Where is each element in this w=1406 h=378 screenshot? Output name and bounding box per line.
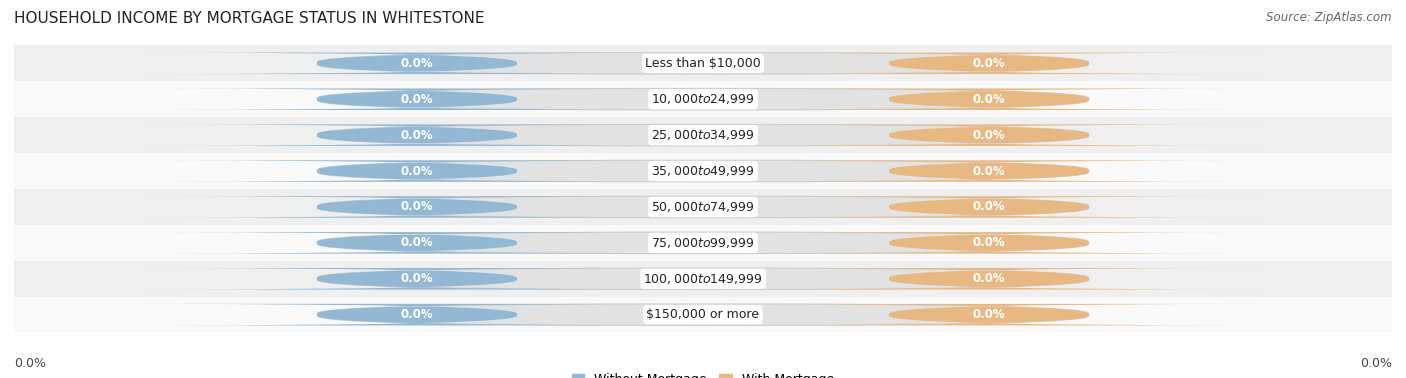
Text: 0.0%: 0.0% <box>973 164 1005 178</box>
Text: 0.0%: 0.0% <box>1360 357 1392 370</box>
FancyBboxPatch shape <box>318 160 1088 182</box>
FancyBboxPatch shape <box>717 53 1261 74</box>
Text: $35,000 to $49,999: $35,000 to $49,999 <box>651 164 755 178</box>
FancyBboxPatch shape <box>145 232 689 254</box>
FancyBboxPatch shape <box>318 124 1088 146</box>
Bar <box>14 297 1392 333</box>
FancyBboxPatch shape <box>318 268 1088 290</box>
FancyBboxPatch shape <box>717 268 1261 290</box>
Bar <box>14 189 1392 225</box>
Text: $25,000 to $34,999: $25,000 to $34,999 <box>651 128 755 142</box>
Text: 0.0%: 0.0% <box>973 236 1005 249</box>
Text: $100,000 to $149,999: $100,000 to $149,999 <box>644 272 762 286</box>
Bar <box>14 81 1392 117</box>
Text: 0.0%: 0.0% <box>401 200 433 214</box>
FancyBboxPatch shape <box>717 160 1261 182</box>
FancyBboxPatch shape <box>318 88 1088 110</box>
Text: 0.0%: 0.0% <box>973 129 1005 142</box>
FancyBboxPatch shape <box>145 160 689 182</box>
Text: 0.0%: 0.0% <box>973 308 1005 321</box>
FancyBboxPatch shape <box>145 53 689 74</box>
Text: 0.0%: 0.0% <box>401 308 433 321</box>
FancyBboxPatch shape <box>717 232 1261 254</box>
Text: $150,000 or more: $150,000 or more <box>647 308 759 321</box>
Bar <box>14 153 1392 189</box>
Text: 0.0%: 0.0% <box>401 57 433 70</box>
FancyBboxPatch shape <box>145 124 689 146</box>
FancyBboxPatch shape <box>318 304 1088 325</box>
Legend: Without Mortgage, With Mortgage: Without Mortgage, With Mortgage <box>568 369 838 378</box>
Text: 0.0%: 0.0% <box>973 57 1005 70</box>
Text: $10,000 to $24,999: $10,000 to $24,999 <box>651 92 755 106</box>
Text: 0.0%: 0.0% <box>401 129 433 142</box>
Bar <box>14 45 1392 81</box>
FancyBboxPatch shape <box>717 196 1261 218</box>
Text: 0.0%: 0.0% <box>973 93 1005 106</box>
FancyBboxPatch shape <box>145 196 689 218</box>
Bar <box>14 117 1392 153</box>
Text: 0.0%: 0.0% <box>14 357 46 370</box>
Text: Source: ZipAtlas.com: Source: ZipAtlas.com <box>1267 11 1392 24</box>
Text: Less than $10,000: Less than $10,000 <box>645 57 761 70</box>
Text: HOUSEHOLD INCOME BY MORTGAGE STATUS IN WHITESTONE: HOUSEHOLD INCOME BY MORTGAGE STATUS IN W… <box>14 11 485 26</box>
Bar <box>14 261 1392 297</box>
Text: 0.0%: 0.0% <box>401 164 433 178</box>
FancyBboxPatch shape <box>717 88 1261 110</box>
FancyBboxPatch shape <box>318 196 1088 218</box>
Text: 0.0%: 0.0% <box>401 93 433 106</box>
Text: $75,000 to $99,999: $75,000 to $99,999 <box>651 236 755 250</box>
FancyBboxPatch shape <box>145 304 689 325</box>
Text: 0.0%: 0.0% <box>973 272 1005 285</box>
FancyBboxPatch shape <box>145 88 689 110</box>
FancyBboxPatch shape <box>717 304 1261 325</box>
FancyBboxPatch shape <box>145 268 689 290</box>
Bar <box>14 225 1392 261</box>
Text: 0.0%: 0.0% <box>401 272 433 285</box>
Text: 0.0%: 0.0% <box>401 236 433 249</box>
FancyBboxPatch shape <box>717 124 1261 146</box>
FancyBboxPatch shape <box>318 232 1088 254</box>
Text: $50,000 to $74,999: $50,000 to $74,999 <box>651 200 755 214</box>
Text: 0.0%: 0.0% <box>973 200 1005 214</box>
FancyBboxPatch shape <box>318 53 1088 74</box>
